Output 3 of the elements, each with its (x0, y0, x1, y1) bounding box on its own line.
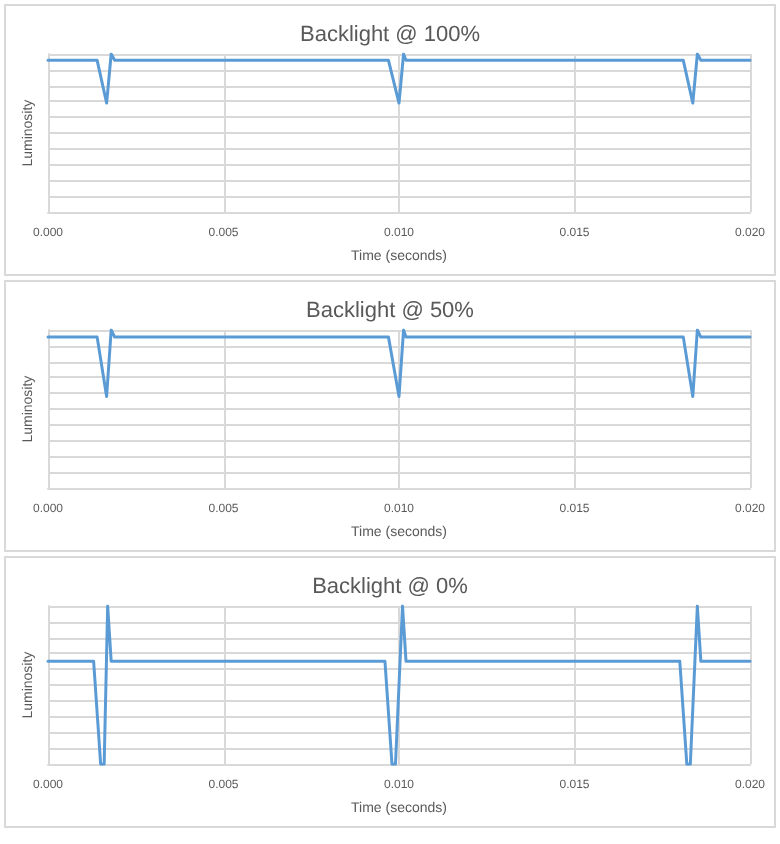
chart-title: Backlight @ 50% (306, 299, 475, 323)
chart-title: Backlight @ 100% (299, 23, 481, 47)
chart-title: Backlight @ 0% (312, 575, 469, 599)
